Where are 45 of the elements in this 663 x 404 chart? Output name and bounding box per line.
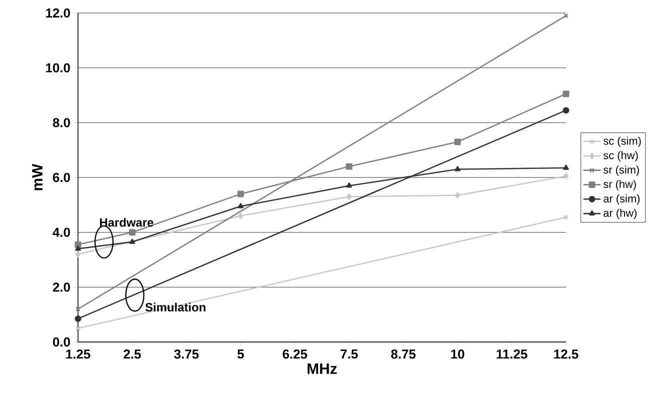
point bbox=[75, 246, 81, 251]
x-tick-label: 3.75 bbox=[174, 350, 199, 359]
point bbox=[346, 193, 352, 200]
x-tick-label: 11.25 bbox=[496, 350, 528, 359]
legend-label: sr (sim) bbox=[603, 166, 639, 176]
x-tick-label: 5 bbox=[237, 350, 244, 359]
point bbox=[238, 212, 244, 220]
point bbox=[454, 192, 460, 199]
point bbox=[562, 107, 570, 114]
point bbox=[346, 182, 352, 188]
y-tick-label: 0.0 bbox=[52, 337, 70, 347]
point bbox=[128, 229, 136, 236]
legend-label: sc (hw) bbox=[603, 151, 638, 162]
point bbox=[346, 163, 352, 170]
point bbox=[563, 172, 569, 180]
y-tick-label: 8.0 bbox=[52, 118, 70, 128]
legend-label: sr (hw) bbox=[603, 180, 636, 190]
point bbox=[237, 190, 244, 198]
point bbox=[75, 251, 81, 258]
y-tick-label: 10.0 bbox=[46, 63, 70, 72]
annotation: Hardware bbox=[100, 218, 154, 227]
point bbox=[74, 315, 82, 322]
x-tick-label: 2.5 bbox=[124, 350, 141, 359]
y-tick-label: 12.0 bbox=[46, 8, 70, 18]
point bbox=[563, 164, 569, 170]
legend-label: ar (hw) bbox=[604, 208, 637, 220]
y-tick-label: 4.0 bbox=[52, 228, 70, 237]
legend-label: ar (sim) bbox=[604, 194, 640, 205]
x-tick-label: 8.75 bbox=[391, 350, 416, 359]
y-axis-title: mW bbox=[32, 164, 42, 190]
y-tick-label: 6.0 bbox=[52, 172, 70, 182]
point bbox=[454, 138, 461, 146]
point bbox=[454, 166, 460, 172]
point bbox=[238, 203, 244, 208]
y-tick-label: 2.0 bbox=[52, 282, 70, 292]
legend-label: sc (sim) bbox=[603, 136, 641, 147]
x-tick-label: 6.25 bbox=[282, 350, 308, 359]
x-axis-title: MHz bbox=[308, 364, 337, 374]
x-tick-label: 12.5 bbox=[554, 350, 578, 359]
point bbox=[129, 238, 136, 244]
point bbox=[562, 90, 570, 98]
x-tick-label: 7.5 bbox=[340, 350, 358, 359]
x-tick-label: 10 bbox=[451, 350, 464, 359]
x-tick-label: 1.25 bbox=[66, 350, 90, 359]
annotation: Simulation bbox=[145, 302, 206, 312]
